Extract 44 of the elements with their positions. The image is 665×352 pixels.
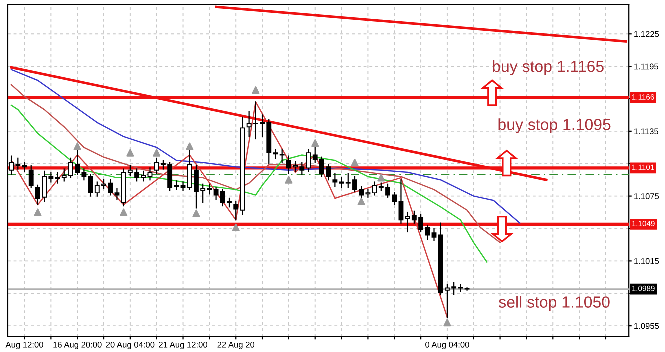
candlestick: [28, 165, 34, 188]
point: [232, 224, 240, 232]
point: [285, 176, 293, 184]
candlestick: [398, 180, 404, 224]
point: [126, 149, 134, 157]
annotation: sell stop 1.1050: [499, 296, 610, 312]
y-tick-label: 1.1075: [634, 194, 660, 200]
candlestick: [306, 149, 312, 172]
candlestick: [273, 149, 278, 160]
x-tick-label: 16 Aug 20:00: [54, 342, 102, 350]
annotation: buy stop 1.1095: [498, 118, 611, 134]
point: [192, 210, 200, 218]
point: [378, 174, 386, 182]
point: [351, 158, 359, 167]
candlestick: [114, 188, 120, 200]
point: [186, 142, 194, 150]
y-tick-label: 1.0955: [634, 323, 660, 330]
candlestick: [180, 182, 186, 192]
candlestick: [22, 162, 28, 172]
annotation: buy stop 1.1165: [493, 60, 604, 76]
candlestick: [55, 172, 60, 184]
y-tick-label: 1.1135: [634, 128, 658, 135]
point: [34, 208, 42, 216]
x-tick-label: 0 Aug 04:00: [426, 342, 470, 350]
candlestick: [464, 288, 470, 291]
point: [358, 198, 366, 206]
x-tick-label: Aug 12:00: [6, 342, 44, 350]
y-tick-label: 1.1015: [634, 258, 660, 264]
line-series: [10, 104, 488, 263]
x-tick-label: 20 Aug 04:00: [106, 342, 155, 350]
point: [252, 86, 260, 94]
point: [153, 149, 161, 157]
y-tick-label: 1.1225: [634, 31, 660, 38]
point: [312, 140, 320, 148]
candlestick: [332, 173, 338, 188]
candlestick: [432, 228, 437, 242]
point: [120, 208, 128, 216]
point: [74, 142, 82, 150]
point: [444, 319, 452, 327]
x-tick-label: 22 Aug 20: [218, 342, 255, 350]
y-tick-label: 1.1195: [634, 64, 658, 70]
candlestick: [148, 168, 153, 181]
line-series: [10, 102, 448, 318]
x-tick-label: 21 Aug 12:00: [159, 342, 208, 350]
